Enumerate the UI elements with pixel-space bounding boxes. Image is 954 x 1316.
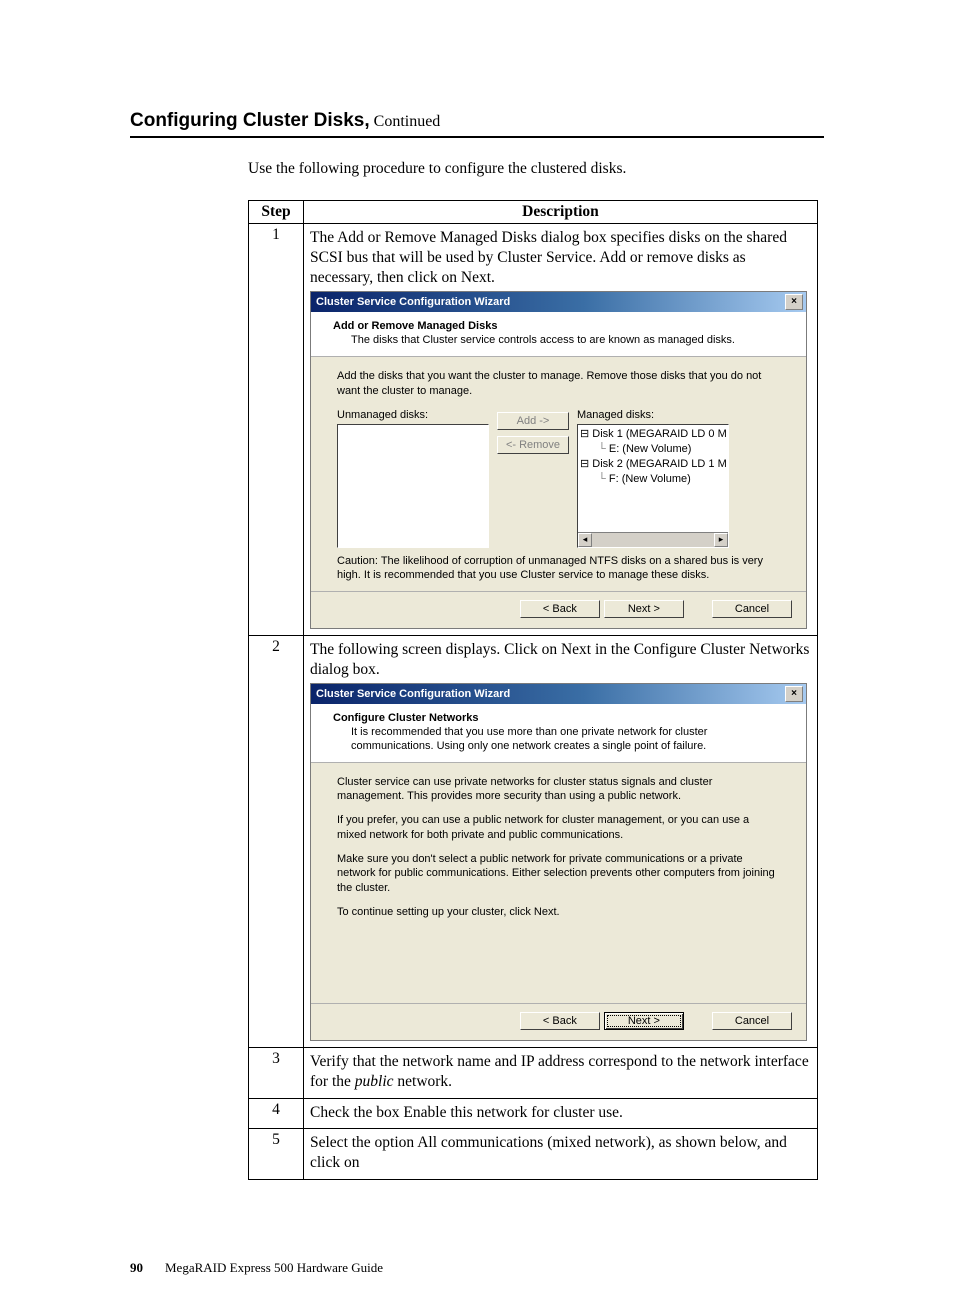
disk2-node: Disk 2 (MEGARAID LD 1 M (580, 457, 726, 472)
wiz2-p4: To continue setting up your cluster, cli… (337, 905, 780, 919)
wizard-titlebar: Cluster Service Configuration Wizard × (311, 684, 806, 704)
next-button[interactable]: Next > (604, 600, 684, 618)
unmanaged-label: Unmanaged disks: (337, 408, 489, 422)
step-number: 3 (249, 1047, 304, 1098)
table-row: 1 The Add or Remove Managed Disks dialog… (249, 224, 818, 636)
wizard-title-text: Cluster Service Configuration Wizard (316, 296, 785, 308)
guide-title: MegaRAID Express 500 Hardware Guide (165, 1260, 383, 1275)
step-description: Select the option All communications (mi… (304, 1129, 818, 1180)
page: Configuring Cluster Disks, Continued Use… (0, 0, 954, 1316)
wizard-titlebar: Cluster Service Configuration Wizard × (311, 292, 806, 312)
unmanaged-column: Unmanaged disks: (337, 408, 489, 548)
step3-c: network. (394, 1073, 453, 1090)
col-desc-header: Description (304, 201, 818, 224)
wizard-add-remove-disks: Cluster Service Configuration Wizard × A… (310, 291, 807, 628)
table-row: 3 Verify that the network name and IP ad… (249, 1047, 818, 1098)
step-number: 5 (249, 1129, 304, 1180)
wiz2-p2: If you prefer, you can use a public netw… (337, 813, 780, 842)
step-description: Verify that the network name and IP addr… (304, 1047, 818, 1098)
step3-b: public (355, 1073, 394, 1090)
step-number: 2 (249, 635, 304, 1047)
page-footer: 90 MegaRAID Express 500 Hardware Guide (130, 1260, 824, 1276)
wizard-header-subtitle: The disks that Cluster service controls … (333, 332, 792, 348)
transfer-buttons: Add -> <- Remove (497, 408, 569, 548)
table-row: 4 Check the box Enable this network for … (249, 1098, 818, 1129)
close-icon[interactable]: × (785, 294, 803, 310)
cancel-button[interactable]: Cancel (712, 600, 792, 618)
wizard-footer: < BackNext > Cancel (311, 591, 806, 628)
wizard-header: Configure Cluster Networks It is recomme… (311, 704, 806, 763)
col-step-header: Step (249, 201, 304, 224)
wizard-body: Add the disks that you want the cluster … (311, 357, 806, 590)
scroll-left-icon[interactable]: ◂ (578, 533, 592, 547)
heading-main: Configuring Cluster Disks, (130, 110, 370, 131)
wizard-header-title: Configure Cluster Networks (333, 712, 792, 724)
disk1-node: Disk 1 (MEGARAID LD 0 M (580, 427, 726, 442)
managed-column: Managed disks: Disk 1 (MEGARAID LD 0 M E… (577, 408, 729, 548)
step-description: Check the box Enable this network for cl… (304, 1098, 818, 1129)
page-number: 90 (130, 1260, 143, 1275)
cancel-button[interactable]: Cancel (712, 1012, 792, 1030)
step2-text: The following screen displays. Click on … (310, 640, 811, 680)
table-row: 2 The following screen displays. Click o… (249, 635, 818, 1047)
wizard-configure-networks: Cluster Service Configuration Wizard × C… (310, 683, 807, 1041)
disk1-vol: E: (New Volume) (580, 442, 726, 457)
step-description: The following screen displays. Click on … (304, 635, 818, 1047)
managed-label: Managed disks: (577, 408, 729, 422)
add-button[interactable]: Add -> (497, 412, 569, 430)
next-button[interactable]: Next > (604, 1012, 684, 1030)
step1-text: The Add or Remove Managed Disks dialog b… (310, 228, 811, 287)
section-heading: Configuring Cluster Disks, Continued (130, 110, 824, 138)
step-description: The Add or Remove Managed Disks dialog b… (304, 224, 818, 636)
heading-continued: Continued (370, 113, 441, 130)
wizard-title-text: Cluster Service Configuration Wizard (316, 688, 785, 700)
wizard-header: Add or Remove Managed Disks The disks th… (311, 312, 806, 357)
hscrollbar[interactable]: ◂ ▸ (578, 532, 728, 547)
managed-listbox[interactable]: Disk 1 (MEGARAID LD 0 M E: (New Volume) … (577, 424, 729, 548)
disk-transfer-area: Unmanaged disks: Add -> <- Remove Manag (337, 408, 780, 548)
disk2-vol: F: (New Volume) (580, 472, 726, 487)
wizard-header-title: Add or Remove Managed Disks (333, 320, 792, 332)
scroll-right-icon[interactable]: ▸ (714, 533, 728, 547)
wiz2-p1: Cluster service can use private networks… (337, 775, 780, 804)
wiz2-p3: Make sure you don't select a public netw… (337, 852, 780, 895)
remove-button[interactable]: <- Remove (497, 436, 569, 454)
wizard1-intro: Add the disks that you want the cluster … (337, 369, 780, 398)
back-button[interactable]: < Back (520, 1012, 600, 1030)
procedure-table: Step Description 1 The Add or Remove Man… (248, 200, 818, 1180)
close-icon[interactable]: × (785, 686, 803, 702)
wizard-header-subtitle: It is recommended that you use more than… (333, 724, 792, 754)
table-row: 5 Select the option All communications (… (249, 1129, 818, 1180)
back-button[interactable]: < Back (520, 600, 600, 618)
step-number: 1 (249, 224, 304, 636)
caution-text: Caution: The likelihood of corruption of… (337, 554, 780, 583)
intro-paragraph: Use the following procedure to configure… (248, 160, 824, 178)
unmanaged-listbox[interactable] (337, 424, 489, 548)
wizard-body: Cluster service can use private networks… (311, 763, 806, 1003)
step-number: 4 (249, 1098, 304, 1129)
wizard-footer: < BackNext > Cancel (311, 1003, 806, 1040)
